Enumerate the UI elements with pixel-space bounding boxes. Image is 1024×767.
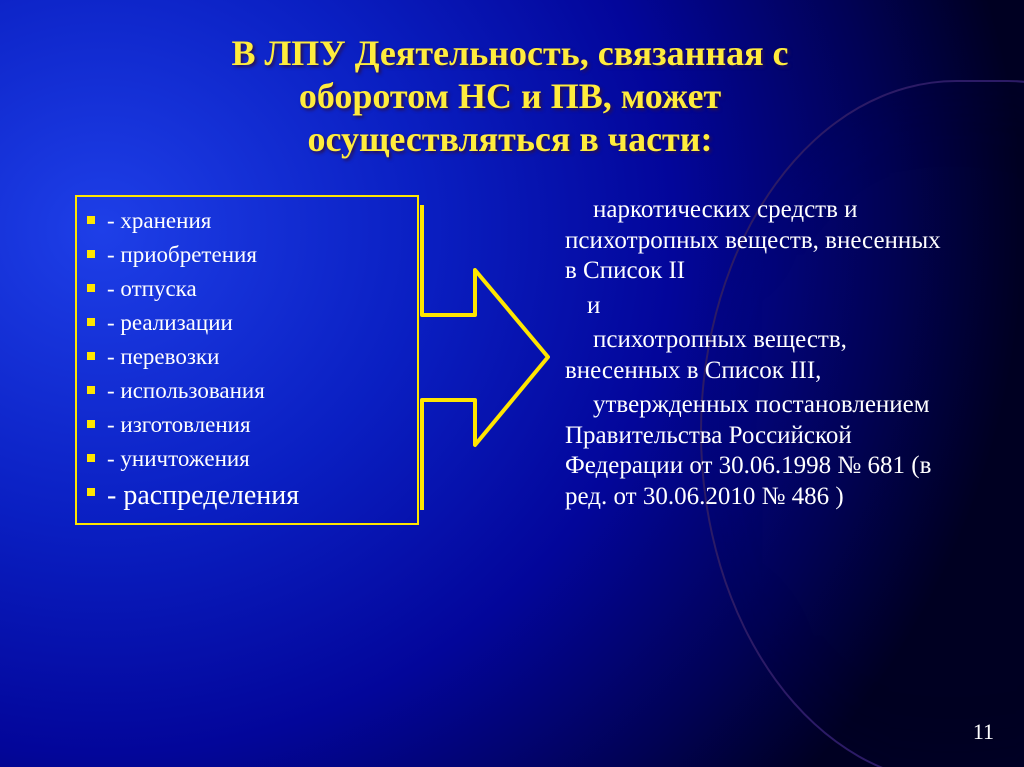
- title-line: оборотом НС и ПВ, может: [299, 76, 721, 116]
- list-item: - изготовления: [107, 409, 411, 440]
- page-number: 11: [973, 719, 994, 745]
- substances-description: наркотических средств и психотропных вещ…: [565, 195, 945, 516]
- list-item: - уничтожения: [107, 443, 411, 474]
- activities-box: - хранения - приобретения - отпуска - ре…: [75, 195, 419, 525]
- list-item: - распределения: [107, 477, 411, 515]
- list-item: - использования: [107, 375, 411, 406]
- list-item: - приобретения: [107, 239, 411, 270]
- slide-title: В ЛПУ Деятельность, связанная с оборотом…: [110, 32, 910, 162]
- paragraph: психотропных веществ, внесенных в Список…: [565, 325, 945, 386]
- arrow-icon: [420, 205, 550, 510]
- paragraph: наркотических средств и психотропных вещ…: [565, 195, 945, 287]
- paragraph: и: [565, 291, 945, 322]
- list-item: - перевозки: [107, 341, 411, 372]
- list-item: - реализации: [107, 307, 411, 338]
- paragraph: утвержденных постановлением Правительств…: [565, 390, 945, 512]
- title-line: осуществляться в части:: [308, 119, 713, 159]
- activities-list: - хранения - приобретения - отпуска - ре…: [77, 205, 417, 515]
- title-line: В ЛПУ Деятельность, связанная с: [231, 33, 788, 73]
- list-item: - хранения: [107, 205, 411, 236]
- list-item: - отпуска: [107, 273, 411, 304]
- slide: В ЛПУ Деятельность, связанная с оборотом…: [0, 0, 1024, 767]
